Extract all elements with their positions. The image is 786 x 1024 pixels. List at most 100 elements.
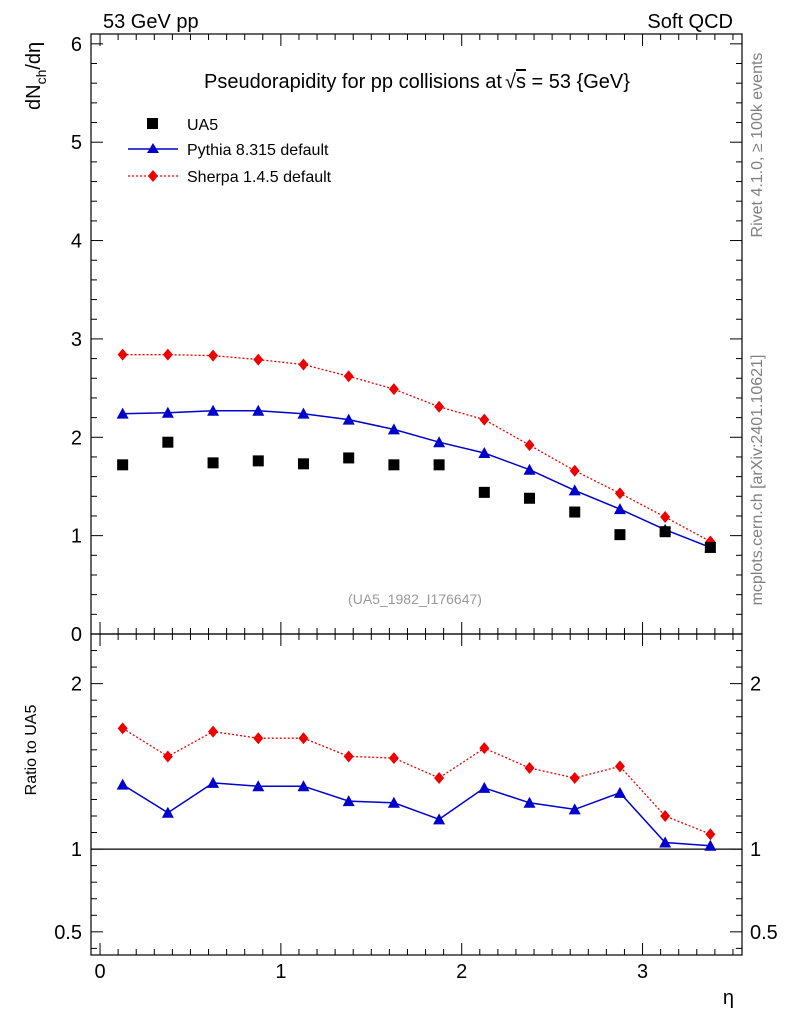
sherpa-ratio-point — [388, 752, 399, 765]
ratio-y-tick-label-right: 2 — [750, 674, 761, 696]
sherpa-ratio-point — [343, 750, 354, 763]
ua5-point — [524, 492, 536, 504]
pythia-point — [523, 463, 536, 475]
ua5-point — [569, 506, 581, 518]
sherpa-point — [162, 348, 173, 361]
pythia-point — [207, 404, 220, 416]
sherpa-ratio-point — [614, 760, 625, 773]
pythia-point — [613, 503, 626, 515]
legend-label-ua5: UA5 — [187, 117, 218, 134]
pythia-ratio-point — [252, 780, 265, 792]
pythia-point — [433, 436, 446, 448]
pythia-ratio-point — [161, 806, 174, 818]
pythia-point — [478, 447, 491, 459]
ua5-point — [614, 529, 626, 541]
pythia-ratio-point — [342, 795, 355, 807]
pythia-point — [342, 413, 355, 425]
pythia-point — [116, 407, 129, 419]
y-tick-label: 5 — [71, 132, 82, 154]
sherpa-point — [479, 413, 490, 426]
header-right: Soft QCD — [647, 11, 733, 33]
y-axis-label-main: dNch/dη — [23, 42, 49, 110]
ua5-point — [162, 436, 174, 448]
mcplots-label: mcplots.cern.ch [arXiv:2401.10621] — [749, 355, 766, 606]
pythia-point — [161, 406, 174, 418]
sherpa-point — [117, 348, 128, 361]
sherpa-point — [253, 353, 264, 366]
pythia-point — [252, 404, 265, 416]
pythia-ratio-point — [523, 796, 536, 808]
y-tick-label: 0 — [71, 624, 82, 646]
pythia-ratio-point — [659, 836, 672, 848]
legend-marker-ua5 — [147, 118, 158, 129]
sherpa-ratio-point — [705, 828, 716, 841]
pythia-ratio-point — [207, 776, 220, 788]
x-tick-label: 1 — [275, 961, 286, 983]
sherpa-ratio-point — [298, 732, 309, 745]
sherpa-point — [660, 510, 671, 523]
ratio-y-tick-label: 1 — [71, 839, 82, 861]
ua5-point — [704, 541, 716, 553]
sherpa-ratio-point — [569, 771, 580, 784]
sherpa-point — [388, 383, 399, 396]
sherpa-ratio-line — [122, 727, 711, 835]
pythia-ratio-point — [387, 796, 400, 808]
y-tick-label: 3 — [71, 329, 82, 351]
sherpa-point — [298, 358, 309, 371]
sherpa-ratio-point — [660, 810, 671, 823]
sherpa-point — [208, 349, 219, 362]
sherpa-ratio-point — [208, 725, 219, 738]
ratio-plot: 0 1 2 3 0.5 0.5 1 1 2 2 — [54, 633, 778, 983]
sherpa-ratio-point — [479, 742, 490, 755]
sherpa-ratio-point — [434, 771, 445, 784]
pythia-line — [122, 409, 711, 549]
sherpa-ratio-point — [253, 732, 264, 745]
y-tick-label: 2 — [71, 427, 82, 449]
pythia-ratio-point — [613, 786, 626, 798]
ua5-point — [207, 457, 219, 469]
y-tick-label: 1 — [71, 526, 82, 548]
ua5-point — [343, 452, 355, 464]
x-tick-label: 0 — [94, 961, 105, 983]
ratio-y-tick-label: 0.5 — [54, 922, 82, 944]
sherpa-point — [524, 439, 535, 452]
pythia-ratio-point — [568, 803, 581, 815]
header-left: 53 GeV pp — [103, 11, 199, 33]
ratio-frame — [90, 633, 743, 956]
sherpa-ratio-point — [117, 722, 128, 735]
sherpa-point — [434, 400, 445, 413]
pythia-ratio-point — [116, 778, 129, 790]
ratio-y-tick-label-right: 1 — [750, 839, 761, 861]
ua5-point — [433, 459, 445, 471]
ua5-point — [117, 459, 129, 471]
pythia-ratio-point — [433, 813, 446, 825]
x-axis-label: η — [723, 987, 734, 1009]
sherpa-point — [614, 487, 625, 500]
sherpa-point — [343, 370, 354, 383]
sherpa-ratio-point — [162, 750, 173, 763]
sherpa-ratio-point — [524, 762, 535, 775]
sherpa-line — [122, 354, 711, 543]
pythia-ratio-point — [478, 781, 491, 793]
ua5-point — [478, 486, 490, 498]
x-tick-label: 3 — [637, 961, 648, 983]
ua5-point — [252, 455, 264, 467]
pythia-point — [568, 484, 581, 496]
ratio-y-tick-label-right: 0.5 — [750, 922, 778, 944]
main-plot: 0 1 2 3 4 5 6 — [71, 33, 743, 646]
legend-marker-sherpa — [148, 170, 158, 182]
rivet-version-label: Rivet 4.1.0, ≥ 100k events — [749, 53, 766, 238]
pythia-point — [297, 407, 310, 419]
y-axis-label-ratio: Ratio to UA5 — [23, 705, 40, 796]
legend: UA5 Pythia 8.315 default Sherpa 1.4.5 de… — [128, 117, 332, 186]
ua5-point — [659, 526, 671, 538]
pythia-point — [387, 423, 400, 435]
ratio-y-tick-label: 2 — [71, 674, 82, 696]
x-tick-label: 2 — [456, 961, 467, 983]
y-tick-label: 4 — [71, 231, 82, 253]
legend-label-sherpa: Sherpa 1.4.5 default — [187, 169, 332, 186]
ua5-point — [388, 459, 400, 471]
legend-marker-pythia — [147, 143, 159, 153]
pythia-ratio-point — [704, 839, 717, 851]
